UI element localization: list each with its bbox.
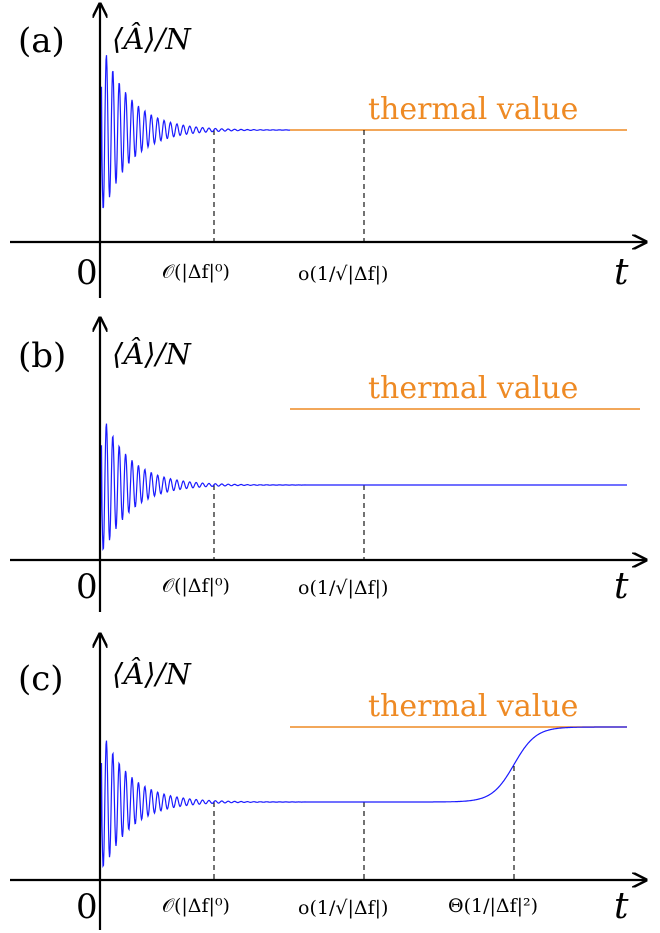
panel-b-thermal-label: thermal value (368, 371, 578, 406)
panel-c-ylabel: ⟨Â⟩/N (112, 656, 192, 691)
panel-c-thermal-label: thermal value (368, 689, 578, 724)
panel-c-origin: 0 (76, 887, 98, 927)
panel-a-origin: 0 (76, 253, 98, 293)
panel-c-time-label-2: o(1/√|Δf|) (298, 897, 388, 919)
panel-a-time-label-1: 𝒪(|Δf|⁰) (162, 261, 230, 283)
panel-b-label: (b) (18, 336, 66, 376)
panel-b-relaxation-curve (10, 423, 627, 561)
panel-a-relaxation-curve (10, 55, 290, 243)
panel-c-time-label-3: Θ(1/|Δf|²) (448, 895, 538, 917)
panel-c-t-label: t (614, 886, 629, 927)
panel-b-origin: 0 (76, 567, 98, 607)
panel-b-ylabel: ⟨Â⟩/N (112, 336, 192, 371)
panel-a: (a) ⟨Â⟩/N thermal value 0 𝒪(|Δf|⁰) o(1/√… (10, 4, 646, 298)
panel-c-label: (c) (18, 659, 64, 699)
panel-c: (c) ⟨Â⟩/N thermal value 0 𝒪(|Δf|⁰) o(1/√… (10, 634, 646, 930)
panel-a-ylabel: ⟨Â⟩/N (112, 21, 192, 56)
panel-b-t-label: t (614, 566, 629, 607)
panel-a-time-label-2: o(1/√|Δf|) (298, 263, 388, 285)
panel-a-thermal-label: thermal value (368, 92, 578, 127)
panel-b-time-label-2: o(1/√|Δf|) (298, 577, 388, 599)
panel-c-time-label-1: 𝒪(|Δf|⁰) (162, 895, 230, 917)
panel-a-t-label: t (614, 252, 629, 293)
panel-b-time-label-1: 𝒪(|Δf|⁰) (162, 575, 230, 597)
panel-c-relaxation-curve (10, 726, 627, 881)
panel-a-label: (a) (18, 21, 65, 61)
panel-b: (b) ⟨Â⟩/N thermal value 0 𝒪(|Δf|⁰) o(1/√… (10, 318, 646, 612)
